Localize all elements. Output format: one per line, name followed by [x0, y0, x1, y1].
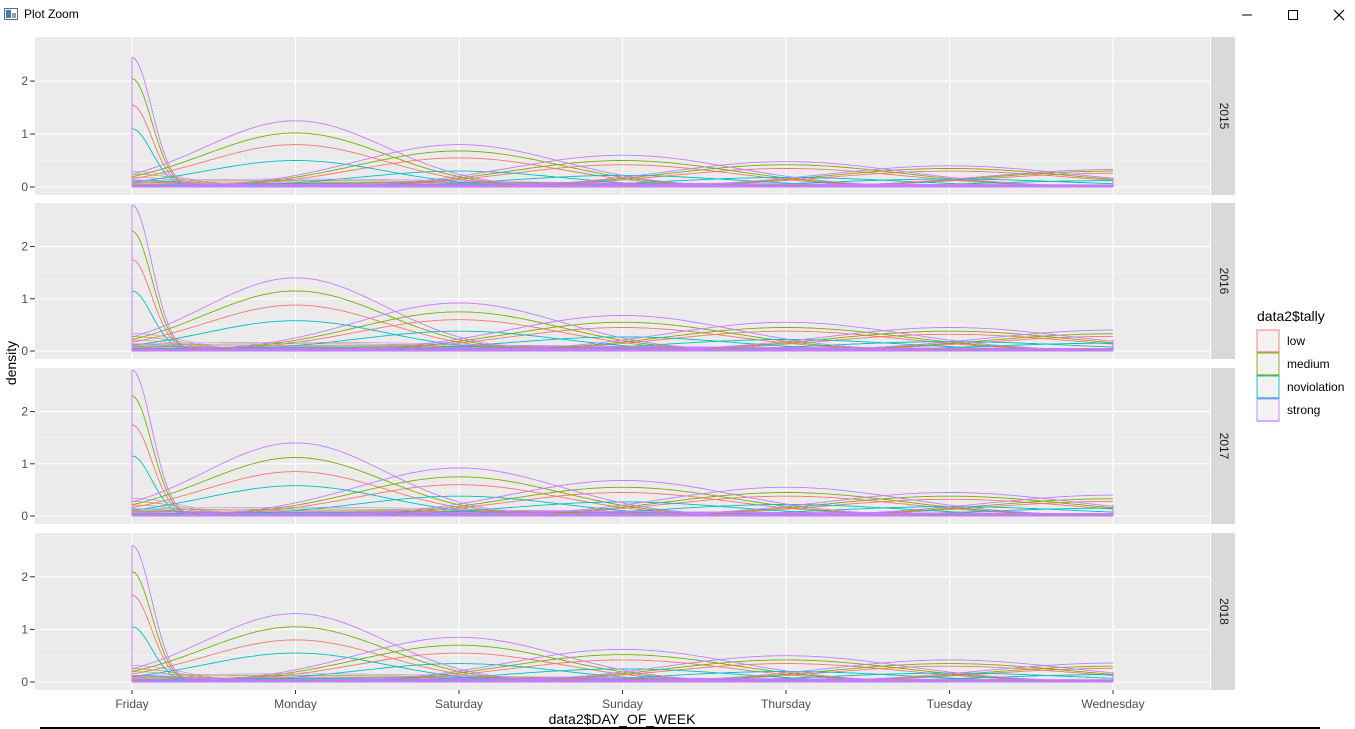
legend-label-strong: strong — [1287, 403, 1320, 417]
window-title: Plot Zoom — [24, 7, 79, 21]
x-tick-label: Thursday — [761, 697, 811, 711]
close-icon — [1333, 9, 1345, 21]
y-tick-label: 0 — [21, 344, 28, 358]
legend-key-strong — [1256, 398, 1280, 422]
x-tick-label: Tuesday — [927, 697, 973, 711]
y-tick-label: 0 — [21, 675, 28, 689]
x-tick-label: Saturday — [435, 697, 483, 711]
x-tick-label: Sunday — [602, 697, 643, 711]
facet-strip — [1211, 533, 1235, 690]
facet-strip — [1211, 37, 1235, 195]
minimize-icon — [1242, 14, 1252, 16]
x-axis-title: data2$DAY_OF_WEEK — [549, 711, 696, 727]
legend-key-medium — [1256, 352, 1280, 376]
y-tick-label: 2 — [21, 74, 28, 88]
title-bar: Plot Zoom — [0, 0, 1355, 30]
facet-strip-label: 2015 — [1217, 103, 1231, 130]
plot-app-icon — [4, 8, 18, 20]
density-curve-strong — [132, 185, 1113, 188]
density-plot: 0 1 2 2015 0 1 2 2016 0 1 2 2017 0 1 2 2018 Friday Monday… — [3, 37, 1344, 727]
y-axis-title: density — [3, 341, 19, 385]
legend-title: data2$tally — [1257, 308, 1325, 324]
legend-label-medium: medium — [1287, 357, 1330, 371]
facet-strip — [1211, 368, 1235, 524]
legend-key-low — [1256, 329, 1280, 353]
density-curve-strong — [132, 302, 1113, 352]
maximize-icon — [1288, 10, 1298, 20]
facet-strip-label: 2016 — [1217, 268, 1231, 295]
y-tick-label: 1 — [21, 457, 28, 471]
y-tick-label: 1 — [21, 622, 28, 636]
density-curve-strong — [132, 349, 1113, 352]
y-tick-label: 2 — [21, 405, 28, 419]
facet-strip-label: 2018 — [1217, 598, 1231, 625]
y-tick-label: 0 — [21, 180, 28, 194]
y-tick-label: 0 — [21, 509, 28, 523]
x-tick-label: Monday — [274, 697, 317, 711]
facet-strip-label: 2017 — [1217, 433, 1231, 460]
legend-label-noviolation: noviolation — [1287, 380, 1344, 394]
close-button[interactable] — [1316, 0, 1355, 30]
density-curve-strong — [132, 680, 1113, 683]
legend-key-noviolation — [1256, 375, 1280, 399]
y-tick-label: 2 — [21, 570, 28, 584]
x-tick-label: Wednesday — [1081, 697, 1144, 711]
y-tick-label: 1 — [21, 127, 28, 141]
y-tick-label: 2 — [21, 240, 28, 254]
x-tick-label: Friday — [115, 697, 148, 711]
legend-label-low: low — [1287, 334, 1305, 348]
maximize-button[interactable] — [1270, 0, 1316, 30]
density-curve-strong — [132, 467, 1113, 517]
density-curve-strong — [132, 514, 1113, 517]
minimize-button[interactable] — [1224, 0, 1270, 30]
y-tick-label: 1 — [21, 292, 28, 306]
facet-strip — [1211, 203, 1235, 359]
horizontal-scrollbar[interactable] — [40, 727, 1320, 729]
